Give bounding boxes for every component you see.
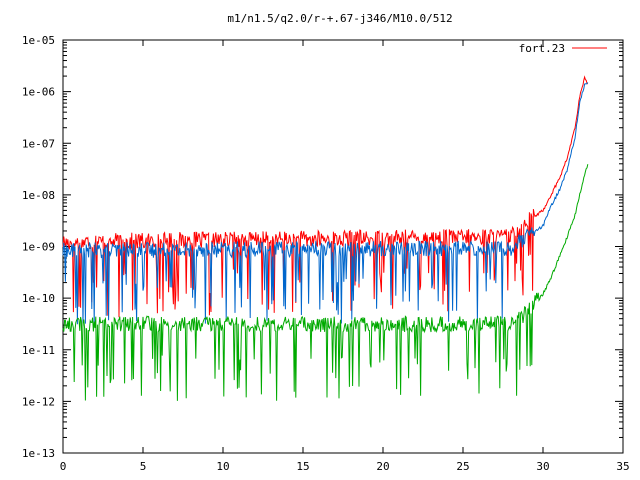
series-line-blue: [62, 82, 589, 327]
y-tick-label: 1e-11: [22, 344, 55, 357]
axis-ticks: [62, 39, 624, 454]
y-tick-label: 1e-06: [22, 86, 55, 99]
x-tick-label: 0: [60, 460, 67, 473]
x-tick-label: 5: [140, 460, 147, 473]
series-line-green: [62, 164, 589, 401]
legend: fort.23: [519, 42, 607, 55]
y-tick-label: 1e-12: [22, 395, 55, 408]
y-tick-label: 1e-08: [22, 189, 55, 202]
series-line-red: [62, 75, 589, 318]
x-tick-label: 20: [376, 460, 389, 473]
legend-label: fort.23: [519, 42, 565, 55]
x-tick-label: 15: [296, 460, 309, 473]
axis-tick-labels: 0 5 10 15 20 25 30 35 1e-13 1e-12 1e-11 1e-10 1e-09 1…: [22, 34, 630, 473]
series-layer: [62, 75, 589, 401]
x-tick-label: 10: [216, 460, 229, 473]
y-tick-label: 1e-13: [22, 447, 55, 460]
x-tick-label: 30: [536, 460, 549, 473]
y-tick-label: 1e-07: [22, 137, 55, 150]
chart-title: m1/n1.5/q2.0/r-+.67-j346/M10.0/512: [227, 12, 452, 25]
x-tick-label: 35: [616, 460, 629, 473]
y-tick-label: 1e-10: [22, 292, 55, 305]
y-tick-label: 1e-05: [22, 34, 55, 47]
y-tick-label: 1e-09: [22, 241, 55, 254]
x-tick-label: 25: [456, 460, 469, 473]
